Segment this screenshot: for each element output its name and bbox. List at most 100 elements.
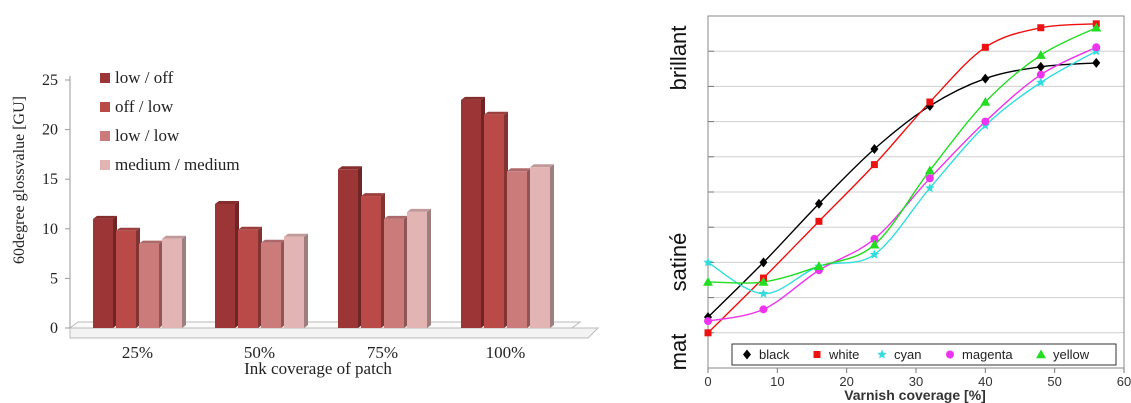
bar [507,171,527,328]
legend-label: off / low [115,97,174,116]
bar [215,204,235,328]
bar-chart-legend: low / off off / low low / low medium / medi… [100,68,240,174]
point-magenta [925,174,934,183]
scatter-x-axis-title: Varnish coverage [%] [844,387,986,403]
point-magenta [1036,70,1045,79]
gloss-bar-chart: 0 5 10 15 20 25 25% 50% 75% 100% low / off off / … [11,68,600,378]
scatter-x-tick-label: 0 [704,374,711,389]
legend-swatch [100,102,110,112]
bar-top [507,168,531,172]
bar-top [484,111,508,115]
point-cyan [869,249,880,259]
scatter-category-label: mat [666,334,691,371]
scatter-x-tick-label: 20 [839,374,853,389]
bar [139,243,159,328]
scatter-category-label: brillant [666,26,691,91]
bar [338,169,358,328]
legend-marker-magenta [946,350,954,359]
fit-curve-white [707,23,1097,334]
scatter-category-labels: mat satiné brillant [666,26,691,371]
bar-top [384,215,408,219]
bar [530,167,550,328]
bar [461,99,481,328]
point-yellow [813,261,824,271]
bar-chart-y-tick-label: 20 [42,122,58,139]
bar-top [215,201,239,204]
point-yellow [703,276,713,286]
point-white [926,98,934,106]
bar [484,114,504,328]
bar-top [338,166,362,170]
legend-label: medium / medium [115,155,240,174]
scatter-legend-label: black [759,347,790,362]
point-cyan [925,183,935,193]
scatter-x-tick-label: 10 [770,374,784,389]
bar-chart-floor-back [68,321,582,329]
point-black [1092,57,1101,68]
bar-side [182,235,186,328]
bar [93,218,113,328]
bar-chart-floor [68,321,600,339]
legend-swatch [100,73,110,83]
point-cyan [703,257,713,267]
bar-chart-category-label: 25% [122,343,153,362]
point-white [815,217,823,225]
point-cyan [758,288,769,298]
bar-top [461,96,485,100]
bar [384,218,404,328]
point-cyan [1036,77,1046,87]
point-white [704,329,712,337]
scatter-category-label: satiné [666,233,691,292]
point-magenta [704,317,712,326]
point-white [981,43,989,51]
bar [407,211,427,328]
bar-chart-y-tick-label: 15 [42,171,58,188]
bar-chart-y-tick-label: 25 [42,72,58,89]
scatter-gridlines [708,50,1124,334]
point-black [1036,61,1045,72]
point-black [814,198,823,209]
legend-label: low / off [115,68,174,87]
point-black [870,143,879,154]
bar-chart-y-tick-label: 10 [42,221,58,238]
legend-marker-yellow [1036,349,1046,359]
bar-top [530,164,554,168]
point-yellow [980,97,991,106]
bar-top [261,239,285,243]
bar [238,229,258,328]
bar-top [284,233,308,237]
scatter-fit-curves [707,23,1097,334]
bar-top [93,215,117,219]
varnish-scatter-chart: 0 10 20 30 40 50 60 black white cyan magenta yello… [666,15,1131,403]
bar-chart-category-label: 50% [244,343,275,362]
scatter-points [703,20,1102,337]
point-magenta [981,117,990,126]
scatter-legend-label: white [828,347,859,362]
legend-swatch [100,131,110,141]
bar-chart-y-axis-title: 60degree glossvalue [GU] [11,96,28,264]
bar [284,236,304,328]
scatter-x-tick-label: 30 [909,374,923,389]
bar-chart-bars [93,96,554,328]
point-white [1037,24,1045,32]
point-black [981,73,990,84]
bar-chart-floor-plane [69,327,600,339]
bar-chart-x-axis-title: Ink coverage of patch [244,359,392,378]
point-yellow [869,239,880,249]
bar-chart-category-label: 75% [367,343,398,362]
point-yellow [758,276,769,286]
point-magenta [1092,43,1101,52]
bar-chart-y-tick-label: 0 [50,320,58,337]
bar-top [238,226,262,230]
scatter-x-ticks: 0 10 20 30 40 50 60 [704,368,1131,389]
point-magenta [759,305,768,314]
scatter-legend-label: cyan [894,347,921,362]
fit-curve-cyan [707,50,1097,295]
legend-label: low / low [115,126,180,145]
point-white [870,161,878,169]
point-yellow [1091,22,1102,32]
point-magenta [870,234,879,243]
bar-chart-y-tick-label: 5 [50,270,58,287]
scatter-legend: black white cyan magenta yellow [731,343,1117,366]
scatter-x-tick-label: 60 [1117,374,1131,389]
